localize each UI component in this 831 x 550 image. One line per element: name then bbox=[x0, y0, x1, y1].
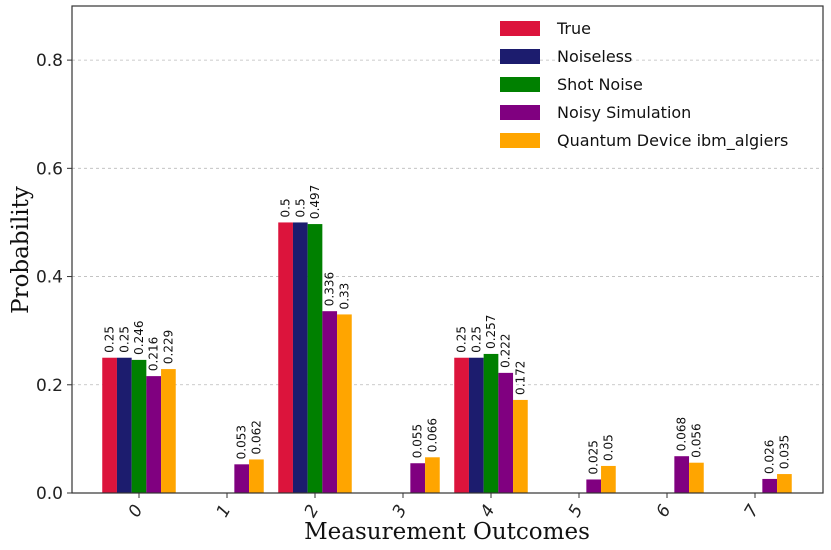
legend-swatch bbox=[500, 77, 540, 92]
bar-noiseless-0 bbox=[116, 357, 132, 493]
data-label: 0.25 bbox=[103, 326, 117, 353]
x-tick-label: 7 bbox=[741, 501, 764, 521]
data-label: 0.229 bbox=[161, 330, 175, 364]
data-label: 0.257 bbox=[484, 315, 498, 349]
data-label: 0.497 bbox=[308, 185, 322, 219]
data-label: 0.053 bbox=[235, 425, 249, 459]
data-label: 0.172 bbox=[513, 361, 527, 395]
legend-label: Noiseless bbox=[557, 47, 632, 66]
x-tick-label: 6 bbox=[653, 501, 676, 521]
legend-swatch bbox=[500, 105, 540, 120]
data-label: 0.055 bbox=[411, 424, 425, 458]
bar-quantum-device-ibm-algiers-2 bbox=[337, 314, 352, 493]
data-label: 0.5 bbox=[293, 198, 307, 217]
y-axis-title: Probability bbox=[8, 186, 34, 314]
grid-lines bbox=[72, 59, 823, 386]
data-label: 0.026 bbox=[763, 440, 777, 474]
data-label: 0.216 bbox=[147, 337, 161, 371]
legend: True Noiseless Shot Noise Noisy Simulation Q… bbox=[500, 19, 788, 151]
x-axis-title: Measurement Outcomes bbox=[304, 519, 590, 545]
data-label: 0.025 bbox=[587, 440, 601, 474]
bar-quantum-device-ibm-algiers-3 bbox=[425, 457, 440, 493]
x-tick-label: 3 bbox=[389, 502, 412, 521]
data-label: 0.035 bbox=[777, 435, 791, 469]
bar-quantum-device-ibm-algiers-6 bbox=[689, 462, 704, 493]
legend-swatch bbox=[500, 21, 540, 36]
x-tick-label: 4 bbox=[477, 502, 500, 521]
x-axis-ticks: 0 1 2 3 4 5 6 7 bbox=[125, 493, 764, 521]
data-label: 0.068 bbox=[675, 417, 689, 451]
x-tick-label: 1 bbox=[213, 502, 236, 521]
bar-noisy-simulation-2 bbox=[322, 311, 338, 493]
legend-label: Quantum Device ibm_algiers bbox=[557, 131, 788, 151]
y-tick-label: 0.0 bbox=[36, 484, 63, 504]
bar-shot-noise-0 bbox=[131, 359, 147, 493]
bar-noisy-simulation-0 bbox=[146, 376, 162, 493]
y-tick-label: 0.8 bbox=[36, 51, 63, 71]
bar-quantum-device-ibm-algiers-7 bbox=[777, 474, 792, 493]
bar-true-4 bbox=[454, 357, 469, 493]
x-tick-label: 5 bbox=[565, 502, 588, 521]
data-label: 0.246 bbox=[132, 321, 146, 355]
bars bbox=[102, 222, 792, 493]
data-label: 0.056 bbox=[689, 423, 703, 457]
legend-label: Noisy Simulation bbox=[557, 103, 691, 122]
data-label: 0.066 bbox=[425, 418, 439, 452]
data-label: 0.33 bbox=[337, 283, 351, 310]
bar-noisy-simulation-1 bbox=[234, 464, 250, 493]
data-label: 0.062 bbox=[249, 420, 263, 454]
data-label: 0.25 bbox=[469, 326, 483, 353]
bar-quantum-device-ibm-algiers-5 bbox=[601, 465, 616, 493]
bar-quantum-device-ibm-algiers-4 bbox=[513, 399, 528, 493]
data-label: 0.25 bbox=[455, 326, 469, 353]
y-tick-label: 0.6 bbox=[36, 159, 63, 179]
bar-true-2 bbox=[278, 222, 293, 493]
bar-quantum-device-ibm-algiers-1 bbox=[249, 459, 264, 493]
bar-noiseless-2 bbox=[292, 222, 308, 493]
bar-noiseless-4 bbox=[468, 357, 484, 493]
y-axis-ticks: 0.0 0.2 0.4 0.6 0.8 bbox=[36, 51, 72, 504]
bar-true-0 bbox=[102, 357, 117, 493]
bar-quantum-device-ibm-algiers-0 bbox=[161, 369, 176, 493]
legend-label: Shot Noise bbox=[557, 75, 643, 94]
x-tick-label: 0 bbox=[125, 502, 148, 521]
data-label: 0.222 bbox=[499, 334, 513, 368]
bar-noisy-simulation-4 bbox=[498, 372, 514, 493]
x-tick-label: 2 bbox=[301, 502, 324, 521]
y-tick-label: 0.2 bbox=[36, 376, 63, 396]
bar-shot-noise-2 bbox=[307, 224, 323, 493]
data-label: 0.5 bbox=[279, 198, 293, 217]
plot-frame bbox=[71, 5, 824, 494]
bar-noisy-simulation-3 bbox=[410, 463, 426, 493]
data-label: 0.25 bbox=[117, 326, 131, 353]
legend-label: True bbox=[556, 19, 591, 38]
y-tick-label: 0.4 bbox=[36, 268, 63, 288]
bar-noisy-simulation-6 bbox=[674, 456, 690, 493]
bar-noisy-simulation-5 bbox=[586, 479, 602, 493]
bar-shot-noise-4 bbox=[483, 353, 499, 493]
legend-swatch bbox=[500, 133, 540, 148]
legend-swatch bbox=[500, 49, 540, 64]
data-label: 0.05 bbox=[601, 434, 615, 461]
bar-noisy-simulation-7 bbox=[762, 478, 778, 493]
data-label: 0.336 bbox=[323, 272, 337, 306]
